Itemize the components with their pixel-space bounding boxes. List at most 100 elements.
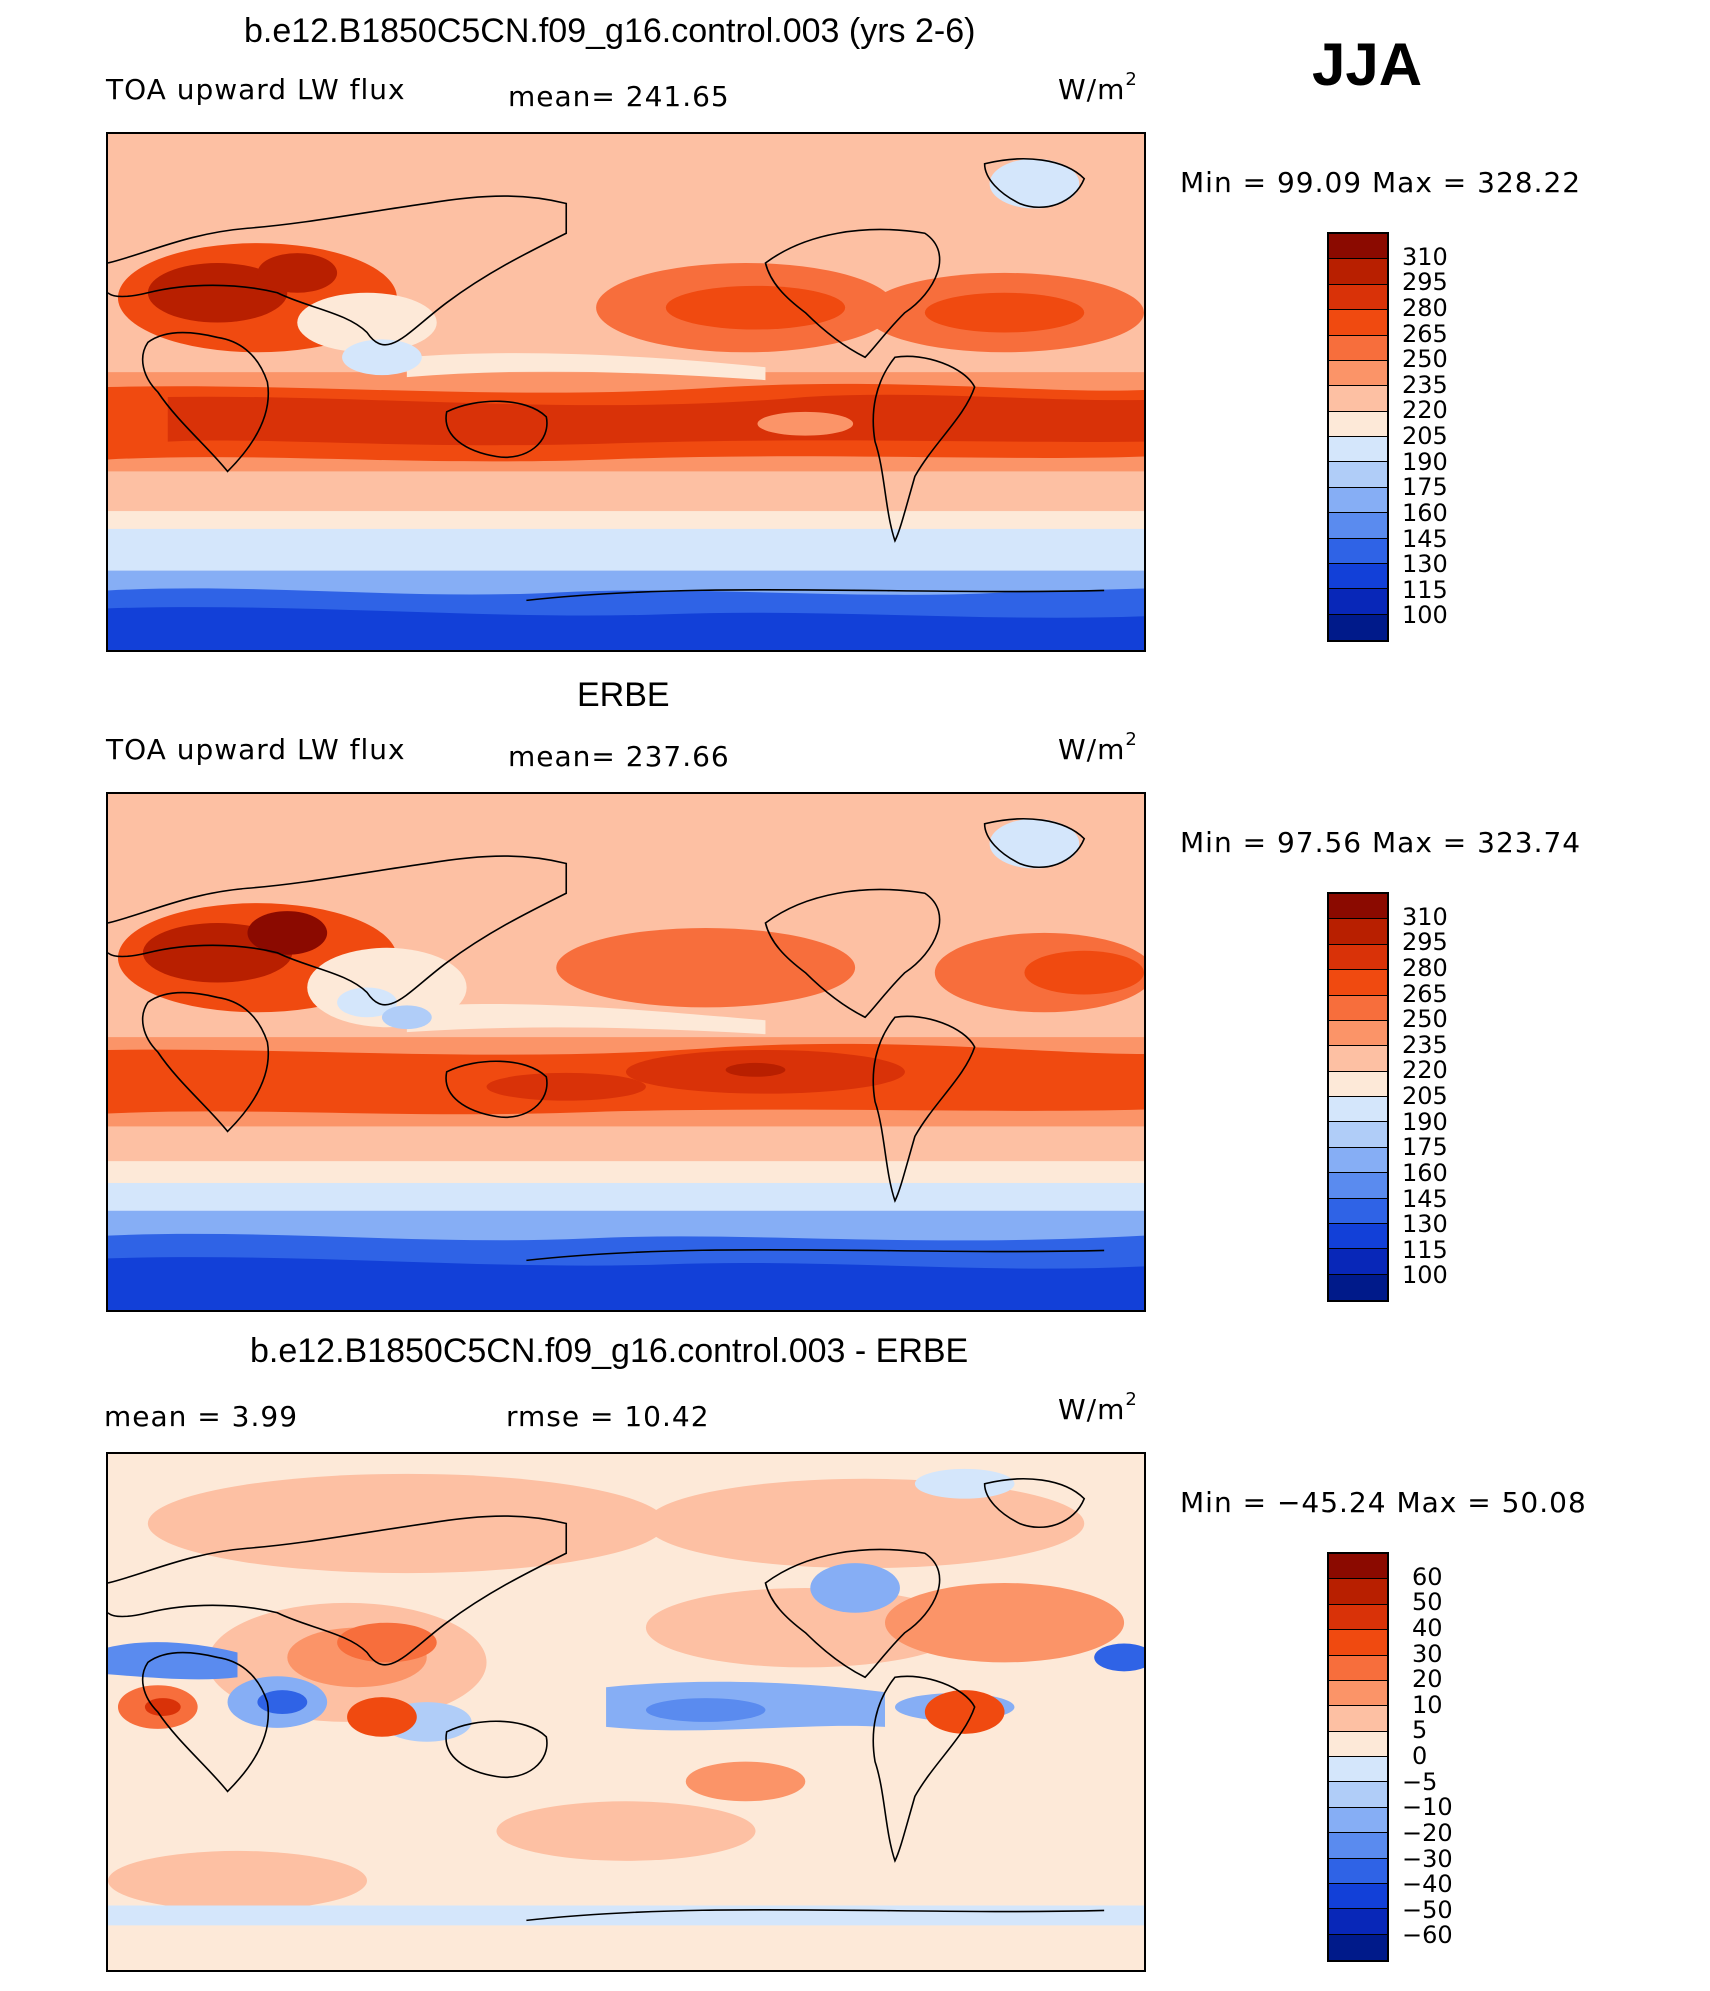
colorbar-tick-label: 205 bbox=[1402, 422, 1448, 450]
colorbar-swatch bbox=[1329, 1833, 1387, 1859]
colorbar-swatch bbox=[1329, 1579, 1387, 1605]
colorbar-swatch bbox=[1329, 1680, 1387, 1707]
panel2-map bbox=[106, 792, 1146, 1312]
colorbar-tick-label: 130 bbox=[1402, 550, 1448, 579]
colorbar-tick-label: −60 bbox=[1402, 1921, 1453, 1950]
colorbar-tick-label: 160 bbox=[1402, 1158, 1448, 1187]
colorbar-tick-label: 160 bbox=[1402, 498, 1448, 527]
colorbar-swatch bbox=[1329, 1020, 1387, 1047]
colorbar-swatch bbox=[1329, 1249, 1387, 1275]
colorbar-swatch bbox=[1329, 462, 1387, 488]
colorbar-tick-label: −30 bbox=[1402, 1844, 1453, 1873]
colorbar-tick-label: 250 bbox=[1402, 1005, 1448, 1034]
colorbar-swatch bbox=[1329, 513, 1387, 539]
colorbar-tick-label: 250 bbox=[1402, 345, 1448, 374]
colorbar-swatch bbox=[1329, 563, 1387, 590]
colorbar-swatch bbox=[1329, 1274, 1387, 1300]
panel3-rmse-label: rmse = 10.42 bbox=[506, 1400, 710, 1433]
colorbar-swatch bbox=[1329, 386, 1387, 412]
colorbar-tick-label: 220 bbox=[1402, 1056, 1448, 1085]
colorbar-tick-label: 50 bbox=[1412, 1588, 1443, 1617]
colorbar-swatch bbox=[1329, 1757, 1387, 1783]
colorbar-tick-label: 235 bbox=[1402, 1030, 1448, 1059]
colorbar-tick-label: 40 bbox=[1412, 1613, 1443, 1642]
colorbar-swatch bbox=[1329, 1147, 1387, 1174]
colorbar-tick-label: 205 bbox=[1402, 1082, 1448, 1110]
colorbar-swatch bbox=[1329, 538, 1387, 564]
panel1-minmax: Min = 99.09 Max = 328.22 bbox=[1180, 166, 1582, 199]
colorbar-tick-label: 310 bbox=[1402, 242, 1448, 271]
colorbar-swatch bbox=[1329, 1934, 1387, 1960]
colorbar-swatch bbox=[1329, 1807, 1387, 1834]
colorbar-tick-label: 60 bbox=[1412, 1562, 1443, 1591]
colorbar-swatch bbox=[1329, 1173, 1387, 1199]
colorbar-swatch bbox=[1329, 1858, 1387, 1884]
colorbar-tick-label: 295 bbox=[1402, 268, 1448, 297]
colorbar-tick-label: 5 bbox=[1412, 1716, 1428, 1745]
panel2-mean-label: mean= 237.66 bbox=[508, 740, 730, 773]
colorbar-tick-label: 280 bbox=[1402, 953, 1448, 982]
colorbar-tick-label: −5 bbox=[1402, 1767, 1438, 1796]
colorbar-swatch bbox=[1329, 1122, 1387, 1148]
panel2-colorbar bbox=[1327, 892, 1389, 1302]
panel1-mean-label: mean= 241.65 bbox=[508, 80, 730, 113]
colorbar-tick-label: 175 bbox=[1402, 1133, 1448, 1162]
panel2-title: ERBE bbox=[577, 676, 670, 714]
colorbar-tick-label: 115 bbox=[1402, 575, 1448, 604]
colorbar-tick-label: 310 bbox=[1402, 902, 1448, 931]
colorbar-tick-label: 100 bbox=[1402, 1261, 1448, 1290]
panel3-mean-label: mean = 3.99 bbox=[104, 1400, 299, 1433]
colorbar-swatch bbox=[1329, 894, 1387, 920]
colorbar-swatch bbox=[1329, 259, 1387, 285]
colorbar-swatch bbox=[1329, 1883, 1387, 1910]
colorbar-tick-label: −10 bbox=[1402, 1793, 1453, 1822]
panel2-units: W/m2 bbox=[1058, 729, 1138, 766]
colorbar-swatch bbox=[1329, 944, 1387, 971]
colorbar-tick-label: 280 bbox=[1402, 293, 1448, 322]
colorbar-swatch bbox=[1329, 1046, 1387, 1072]
colorbar-swatch bbox=[1329, 1604, 1387, 1631]
colorbar-tick-label: 30 bbox=[1412, 1639, 1443, 1668]
colorbar-swatch bbox=[1329, 589, 1387, 615]
panel1-colorbar bbox=[1327, 232, 1389, 642]
panel3-title: b.e12.B1850C5CN.f09_g16.control.003 - ER… bbox=[250, 1332, 969, 1370]
colorbar-swatch bbox=[1329, 1223, 1387, 1250]
panel3-map bbox=[106, 1452, 1146, 1972]
colorbar-tick-label: −20 bbox=[1402, 1818, 1453, 1847]
colorbar-swatch bbox=[1329, 1554, 1387, 1580]
colorbar-tick-label: 20 bbox=[1412, 1665, 1443, 1694]
season-label: JJA bbox=[1312, 31, 1423, 98]
panel2-variable-label: TOA upward LW flux bbox=[106, 733, 406, 766]
colorbar-swatch bbox=[1329, 360, 1387, 387]
colorbar-tick-label: 100 bbox=[1402, 601, 1448, 630]
colorbar-tick-label: 220 bbox=[1402, 396, 1448, 425]
colorbar-swatch bbox=[1329, 487, 1387, 514]
panel3-minmax: Min = −45.24 Max = 50.08 bbox=[1180, 1486, 1587, 1519]
panel1-units: W/m2 bbox=[1058, 69, 1138, 106]
colorbar-swatch bbox=[1329, 1655, 1387, 1681]
colorbar-swatch bbox=[1329, 234, 1387, 260]
colorbar-swatch bbox=[1329, 1198, 1387, 1224]
colorbar-swatch bbox=[1329, 335, 1387, 361]
panel3-units: W/m2 bbox=[1058, 1389, 1138, 1426]
colorbar-swatch bbox=[1329, 1630, 1387, 1656]
colorbar-tick-label: 175 bbox=[1402, 473, 1448, 502]
colorbar-tick-label: 115 bbox=[1402, 1235, 1448, 1264]
colorbar-swatch bbox=[1329, 1909, 1387, 1935]
colorbar-tick-label: −40 bbox=[1402, 1870, 1453, 1899]
colorbar-swatch bbox=[1329, 1097, 1387, 1123]
colorbar-tick-label: 130 bbox=[1402, 1210, 1448, 1239]
colorbar-tick-label: 145 bbox=[1402, 1184, 1448, 1213]
colorbar-tick-label: 265 bbox=[1402, 979, 1448, 1008]
panel2-minmax: Min = 97.56 Max = 323.74 bbox=[1180, 826, 1582, 859]
colorbar-tick-label: 295 bbox=[1402, 928, 1448, 957]
panel1-title: b.e12.B1850C5CN.f09_g16.control.003 (yrs… bbox=[244, 12, 976, 50]
colorbar-swatch bbox=[1329, 411, 1387, 437]
colorbar-tick-label: 265 bbox=[1402, 319, 1448, 348]
colorbar-swatch bbox=[1329, 1782, 1387, 1808]
colorbar-tick-label: 10 bbox=[1412, 1690, 1443, 1719]
colorbar-swatch bbox=[1329, 310, 1387, 336]
colorbar-tick-label: 0 bbox=[1412, 1742, 1428, 1770]
colorbar-swatch bbox=[1329, 995, 1387, 1021]
panel1-map bbox=[106, 132, 1146, 652]
